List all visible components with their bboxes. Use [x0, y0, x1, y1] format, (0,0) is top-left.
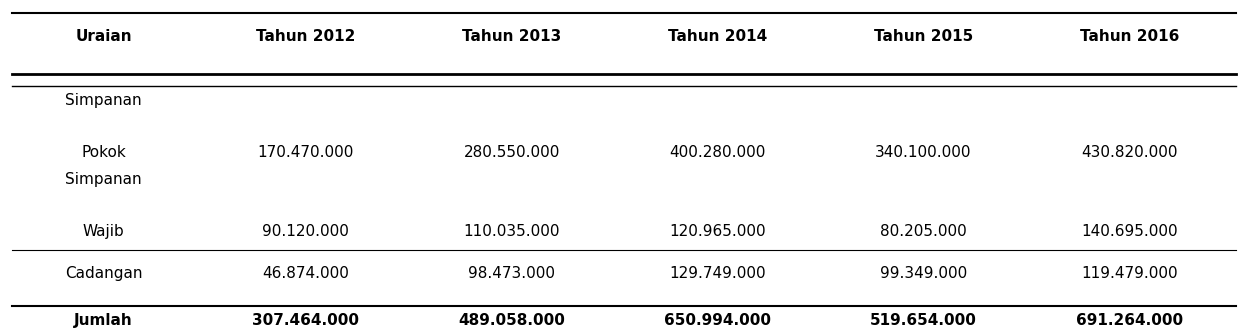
- Text: 140.695.000: 140.695.000: [1081, 224, 1178, 239]
- Text: 80.205.000: 80.205.000: [880, 224, 967, 239]
- Text: 110.035.000: 110.035.000: [463, 224, 560, 239]
- Text: 46.874.000: 46.874.000: [262, 266, 349, 281]
- Text: Cadangan: Cadangan: [65, 266, 142, 281]
- Text: 98.473.000: 98.473.000: [468, 266, 555, 281]
- Text: 280.550.000: 280.550.000: [463, 145, 560, 160]
- Text: Tahun 2016: Tahun 2016: [1080, 30, 1179, 44]
- Text: Tahun 2012: Tahun 2012: [256, 30, 356, 44]
- Text: Uraian: Uraian: [75, 30, 132, 44]
- Text: 650.994.000: 650.994.000: [664, 313, 771, 328]
- Text: 430.820.000: 430.820.000: [1081, 145, 1178, 160]
- Text: 307.464.000: 307.464.000: [252, 313, 359, 328]
- Text: 129.749.000: 129.749.000: [669, 266, 766, 281]
- Text: 400.280.000: 400.280.000: [669, 145, 766, 160]
- Text: Tahun 2014: Tahun 2014: [668, 30, 768, 44]
- Text: 489.058.000: 489.058.000: [458, 313, 565, 328]
- Text: Tahun 2015: Tahun 2015: [874, 30, 973, 44]
- Text: Simpanan: Simpanan: [65, 93, 142, 108]
- Text: Simpanan: Simpanan: [65, 172, 142, 187]
- Text: Jumlah: Jumlah: [74, 313, 134, 328]
- Text: 519.654.000: 519.654.000: [870, 313, 977, 328]
- Text: 340.100.000: 340.100.000: [875, 145, 972, 160]
- Text: Pokok: Pokok: [81, 145, 126, 160]
- Text: 119.479.000: 119.479.000: [1081, 266, 1178, 281]
- Text: 99.349.000: 99.349.000: [880, 266, 967, 281]
- Text: Tahun 2013: Tahun 2013: [462, 30, 562, 44]
- Text: 170.470.000: 170.470.000: [257, 145, 354, 160]
- Text: 691.264.000: 691.264.000: [1076, 313, 1183, 328]
- Text: 90.120.000: 90.120.000: [262, 224, 349, 239]
- Text: Wajib: Wajib: [82, 224, 125, 239]
- Text: 120.965.000: 120.965.000: [669, 224, 766, 239]
